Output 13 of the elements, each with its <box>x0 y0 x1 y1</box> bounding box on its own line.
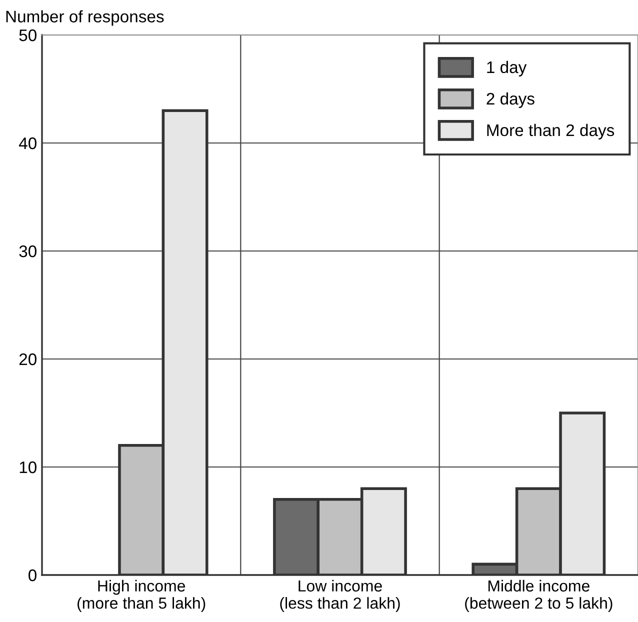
y-axis-title: Number of responses <box>6 10 164 26</box>
legend-label: More than 2 days <box>487 124 614 140</box>
y-tick-label: 10 <box>20 461 36 474</box>
legend-label: 2 days <box>486 92 534 108</box>
x-tick-label: Middle income (between 2 to 5 lakh) <box>465 580 612 612</box>
legend-label: 1 day <box>487 60 527 76</box>
x-tick-label: Low income (less than 2 lakh) <box>280 580 400 612</box>
y-tick-label: 40 <box>18 137 36 150</box>
x-tick-label: High income (more than 5 lakh) <box>78 580 206 612</box>
y-tick-label: 50 <box>19 29 36 42</box>
y-tick-label: 0 <box>28 569 36 582</box>
y-tick-label: 30 <box>19 245 36 258</box>
y-tick-label: 20 <box>19 353 36 366</box>
